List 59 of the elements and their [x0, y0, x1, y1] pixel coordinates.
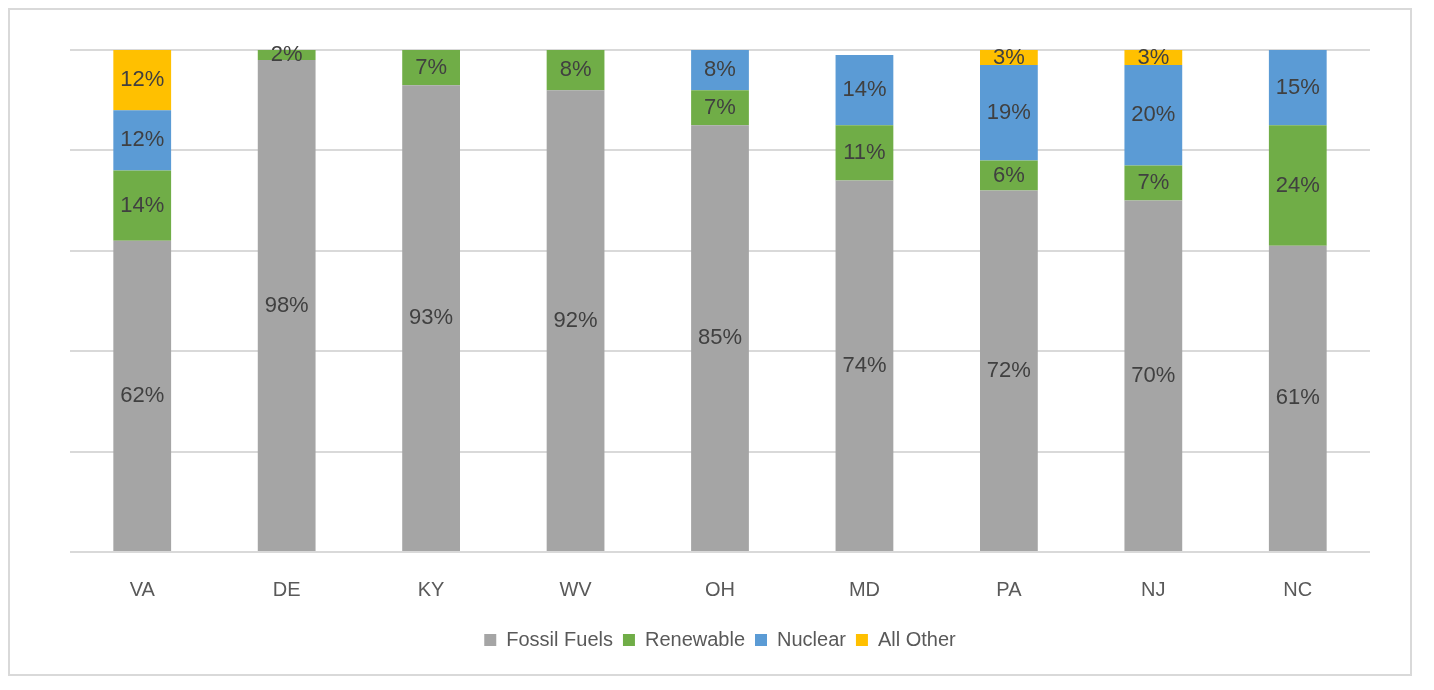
x-tick-label: VA	[129, 577, 156, 600]
x-tick-label: NC	[1283, 577, 1313, 600]
data-label: 3%	[1137, 43, 1170, 69]
data-label: 14%	[120, 191, 165, 217]
data-label: 93%	[409, 304, 454, 330]
x-tick-label: KY	[417, 577, 445, 600]
data-label: 7%	[1137, 169, 1170, 195]
bar	[1124, 200, 1183, 551]
bar	[546, 90, 605, 551]
data-label: 62%	[120, 381, 165, 407]
data-label: 20%	[1131, 101, 1176, 127]
legend-label: Nuclear	[777, 627, 847, 650]
bar	[257, 60, 316, 551]
data-label: 6%	[992, 161, 1025, 187]
data-label: 85%	[697, 324, 743, 350]
data-label: 7%	[415, 53, 448, 79]
bar	[691, 90, 749, 126]
data-label: 8%	[704, 56, 736, 82]
data-label: 3%	[992, 43, 1025, 69]
data-label: 70%	[1131, 361, 1176, 387]
data-label: 61%	[1275, 384, 1320, 410]
legend-label: Renewable	[644, 627, 746, 650]
bar	[402, 85, 460, 551]
bar	[835, 125, 894, 181]
bar	[980, 65, 1038, 161]
data-label: 24%	[1275, 171, 1320, 197]
x-tick-label: PA	[996, 577, 1023, 600]
data-label: 98%	[264, 291, 309, 317]
bar	[1268, 125, 1327, 246]
data-label: 7%	[704, 93, 736, 119]
bar	[113, 50, 172, 111]
bar	[691, 125, 749, 551]
data-label: 74%	[842, 351, 887, 377]
data-label: 72%	[986, 356, 1031, 382]
data-label: 15%	[1275, 73, 1320, 99]
bar	[835, 180, 894, 551]
bar	[1268, 245, 1327, 551]
bar	[835, 55, 894, 126]
bar	[980, 190, 1038, 551]
bar	[1268, 50, 1327, 126]
data-label: 92%	[553, 306, 598, 332]
legend-label: Fossil Fuels	[506, 627, 613, 650]
data-label: 12%	[120, 66, 165, 92]
data-label: 11%	[843, 138, 886, 164]
data-label: 19%	[986, 98, 1031, 124]
bar	[113, 240, 172, 551]
bar	[1124, 165, 1183, 201]
bar	[1124, 65, 1183, 166]
bar	[113, 110, 172, 171]
bar	[113, 170, 172, 241]
x-tick-label: MD	[848, 577, 880, 600]
x-tick-label: NJ	[1141, 577, 1166, 600]
data-label: 14%	[842, 76, 887, 102]
data-label: 8%	[559, 56, 592, 82]
x-tick-label: OH	[705, 577, 735, 600]
legend-label: All Other	[877, 627, 957, 650]
data-label: 12%	[120, 126, 165, 152]
x-tick-label: DE	[272, 577, 301, 600]
x-tick-label: WV	[559, 577, 593, 600]
